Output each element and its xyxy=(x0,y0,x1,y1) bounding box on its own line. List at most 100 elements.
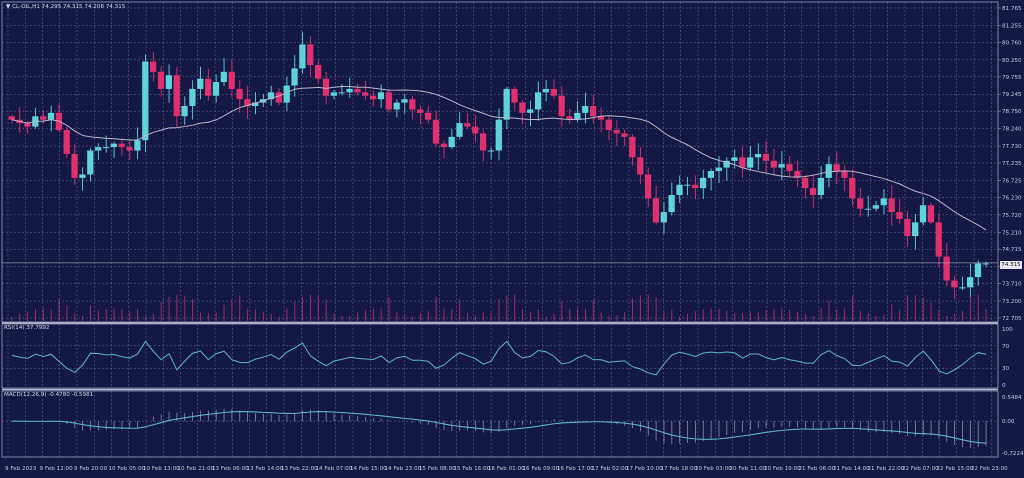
x-axis-label: 17 Feb 18:00 xyxy=(661,466,698,472)
candle xyxy=(542,79,550,102)
candle xyxy=(165,64,172,103)
x-axis-label: 15 Feb 08:00 xyxy=(419,466,456,472)
candle xyxy=(244,85,251,119)
candle xyxy=(362,81,369,100)
candle xyxy=(676,175,683,204)
x-axis-label: 10 Feb 21:00 xyxy=(178,466,215,472)
candle xyxy=(181,96,188,125)
price-axis-label: 81.255 xyxy=(1002,23,1022,29)
candle xyxy=(330,89,337,100)
macd-axis-label: 0.00 xyxy=(1002,419,1015,425)
price-axis-label: 75.210 xyxy=(1002,230,1022,236)
candle xyxy=(574,101,581,122)
price-axis-label: 72.705 xyxy=(1002,316,1022,322)
rsi-axis-label: 70 xyxy=(1002,344,1010,350)
candle xyxy=(904,211,911,247)
candle xyxy=(613,119,620,146)
candle xyxy=(157,66,165,97)
candle xyxy=(849,169,856,207)
x-axis-label: 16 Feb 09:00 xyxy=(523,466,560,472)
candle xyxy=(668,182,675,216)
candle xyxy=(314,60,322,84)
candle xyxy=(291,54,298,97)
candle xyxy=(802,175,809,199)
candle xyxy=(770,148,777,176)
price-axis-label: 80.760 xyxy=(1002,40,1022,46)
candle xyxy=(786,156,793,177)
down-triangle-icon[interactable]: ▼ xyxy=(6,4,11,10)
candle xyxy=(857,188,864,217)
price-axis-label: 75.720 xyxy=(1002,213,1022,219)
price-axis-label: 79.245 xyxy=(1002,92,1022,98)
candle xyxy=(440,140,447,159)
candle xyxy=(79,167,86,191)
candle xyxy=(95,143,102,160)
candle xyxy=(299,31,306,74)
candle xyxy=(880,189,887,215)
candle xyxy=(142,54,149,153)
candle xyxy=(637,146,644,184)
rsi-axis-label: 0 xyxy=(1002,383,1006,389)
candle xyxy=(629,134,636,166)
rsi-axis-label: 30 xyxy=(1002,366,1010,372)
candle xyxy=(589,94,597,124)
candle xyxy=(487,147,495,160)
x-axis-label: 21 Feb 22:00 xyxy=(868,466,905,472)
candle xyxy=(762,141,770,173)
candle xyxy=(959,276,966,290)
candle xyxy=(197,66,204,100)
price-axis-label: 76.230 xyxy=(1002,195,1022,201)
price-axis-label: 77.235 xyxy=(1002,161,1022,167)
candle xyxy=(833,151,840,185)
x-axis-label: 20 Feb 19:00 xyxy=(764,466,801,472)
candle xyxy=(723,157,730,181)
x-axis-label: 17 Feb 10:00 xyxy=(626,466,663,472)
candle xyxy=(456,112,463,140)
candle xyxy=(621,129,628,147)
candle xyxy=(644,167,652,207)
candle xyxy=(212,74,220,103)
price-axis-label: 76.725 xyxy=(1002,178,1022,184)
candle xyxy=(409,96,416,120)
candle xyxy=(519,99,526,125)
candle xyxy=(63,126,70,158)
x-axis-label: 17 Feb 02:00 xyxy=(592,466,629,472)
candle xyxy=(275,88,282,106)
symbol-header: ▼ CL-OIL,H1 74.295 74.315 74.208 74.315 xyxy=(6,4,125,10)
x-axis-label: 16 Feb 17:00 xyxy=(557,466,594,472)
x-axis-label: 14 Feb 23:00 xyxy=(385,466,422,472)
candle xyxy=(597,107,605,133)
candle xyxy=(707,168,715,191)
price-axis-label: 78.750 xyxy=(1002,109,1022,115)
candle xyxy=(503,87,510,129)
candle xyxy=(354,83,361,96)
candle xyxy=(110,141,117,158)
x-axis-label: 21 Feb 06:00 xyxy=(799,466,836,472)
price-axis-label: 78.240 xyxy=(1002,127,1022,133)
candle xyxy=(307,36,314,77)
x-axis-label: 9 Feb 2023 xyxy=(5,466,37,472)
candle xyxy=(87,148,94,182)
candle xyxy=(472,114,479,143)
candle xyxy=(150,52,157,82)
candle xyxy=(417,105,424,125)
macd-axis-label: -0.7224 xyxy=(1002,451,1024,457)
rsi-axis-label: 100 xyxy=(1002,327,1013,333)
candle xyxy=(731,149,738,169)
candle xyxy=(267,85,275,106)
candle xyxy=(479,129,487,162)
price-panel xyxy=(1,1,999,323)
candle xyxy=(684,176,691,196)
candle xyxy=(401,93,408,114)
candle xyxy=(896,198,903,224)
candle xyxy=(377,84,385,109)
candle xyxy=(205,68,212,101)
candle xyxy=(550,79,557,100)
x-axis-label: 21 Feb 14:00 xyxy=(833,466,870,472)
candle xyxy=(912,214,919,250)
candle xyxy=(754,143,762,171)
candle xyxy=(134,127,141,160)
price-axis-label: 81.765 xyxy=(1002,6,1022,12)
x-axis-label: 16 Feb 01:00 xyxy=(488,466,525,472)
